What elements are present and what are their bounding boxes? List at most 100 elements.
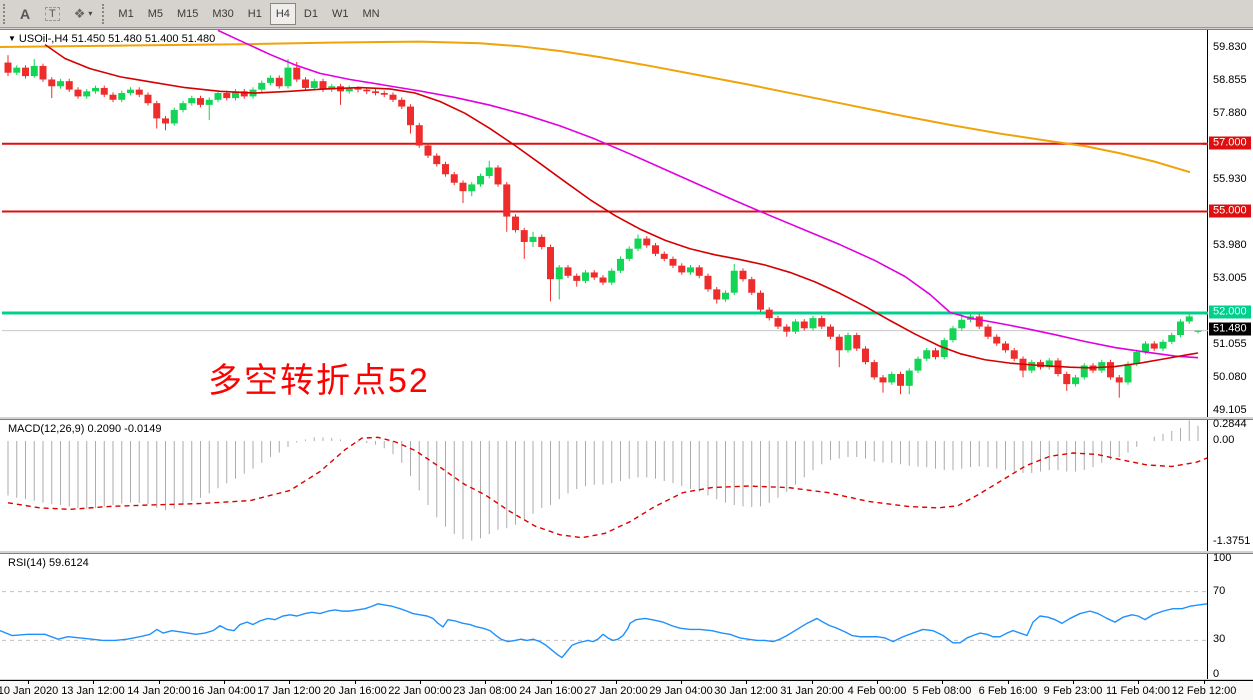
timeframe-button-m5[interactable]: M5 [142,3,169,25]
rsi-pane[interactable]: RSI(14) 59.6124 [0,553,1253,679]
candle-body [748,279,756,293]
candle-body [1063,373,1071,385]
timeframe-button-d1[interactable]: D1 [298,3,324,25]
time-axis-label: 20 Jan 16:00 [323,685,387,697]
candle-body [214,93,222,100]
time-axis-label: 23 Jan 08:00 [453,685,517,697]
candle-body [529,236,537,242]
timeframe-button-w1[interactable]: W1 [326,3,355,25]
time-axis-label: 29 Jan 04:00 [649,685,713,697]
macd-axis-label: -1.3751 [1213,535,1251,547]
candle-body [1159,341,1167,349]
price-axis-label: 53.005 [1213,272,1247,284]
time-axis[interactable]: 10 Jan 2020 13 Jan 12:00 14 Jan 20:00 16 Ja… [0,680,1253,700]
timeframe-button-mn[interactable]: MN [356,3,385,25]
price-axis-label: 57.880 [1213,107,1247,119]
toolbar-grip[interactable] [3,3,8,24]
time-tick [289,681,290,684]
time-axis-label: 4 Feb 00:00 [847,685,907,697]
rsi-axis-label: 30 [1213,633,1226,645]
candle-body [223,93,231,99]
axis-strip [1207,30,1253,417]
timeframe-label: H4 [275,7,290,20]
candle-body [1185,316,1193,322]
rsi-chart[interactable] [0,554,1253,679]
macd-pane[interactable]: MACD(12,26,9) 0.2090 -0.0149 [0,419,1253,551]
candle-body [363,89,371,92]
candle-body [765,309,773,319]
candle-body [975,316,983,327]
candle-body [65,81,73,90]
time-axis-label: 9 Feb 23:00 [1043,685,1103,697]
candle-body [179,103,187,110]
timeframe-button-h1[interactable]: H1 [242,3,268,25]
timeframe-label: H1 [247,7,262,20]
main-chart-pane[interactable]: ▼ USOil-,H4 51.450 51.480 51.400 51.480 多… [0,29,1253,417]
time-tick [355,681,356,684]
macd-axis-label: 0.2844 [1213,418,1247,430]
candle-body [48,79,56,87]
time-tick [616,681,617,684]
time-tick [1073,681,1074,684]
candle-body [722,292,729,300]
candle-body [345,87,353,92]
candle-body [442,164,449,175]
candle-body [538,236,546,248]
candle-body [897,373,904,386]
candle-body [984,326,992,337]
candle-body [197,98,204,105]
time-tick [681,681,682,684]
candlestick-chart[interactable] [0,30,1253,417]
timeframe-button-h4[interactable]: H4 [269,2,296,25]
candle-body [730,270,738,293]
time-tick [1138,681,1139,684]
timeframe-button-m15[interactable]: M15 [171,3,204,25]
candle-body [888,373,896,383]
candle-body [485,167,493,176]
axis-strip [1207,554,1253,679]
candle-body [835,336,843,351]
candle-body [354,87,362,90]
chart-annotation[interactable]: 多空转折点52 [208,362,430,400]
ma-magenta [217,30,1199,359]
text-box-icon: T [45,6,60,21]
price-axis-label: 51.055 [1213,338,1247,350]
arrows-tool-button[interactable]: ❖ ▾ [68,3,99,25]
candle-body [100,87,108,95]
candle-body [660,253,668,259]
time-axis-label: 30 Jan 12:00 [714,685,778,697]
candle-body [573,275,581,281]
candle-body [118,93,126,100]
candle-body [949,328,957,341]
candle-body [1177,321,1184,336]
chart-title-text: USOil-,H4 51.450 51.480 51.400 51.480 [18,33,216,45]
time-tick [485,681,486,684]
text-label-tool-button[interactable]: A [13,3,37,25]
candle-body [92,87,99,92]
candle-body [1133,351,1141,364]
time-axis-label: 31 Jan 20:00 [780,685,844,697]
candle-body [669,258,677,266]
candle-body [1037,362,1044,368]
candle-body [293,67,301,80]
candle-body [958,319,966,329]
time-axis-label: 6 Feb 16:00 [978,685,1038,697]
timeframe-button-m1[interactable]: M1 [112,3,139,25]
time-tick [551,681,552,684]
candle-body [477,175,484,185]
candle-body [617,258,624,271]
time-axis-label: 16 Jan 04:00 [192,685,256,697]
candle-body [1124,363,1132,383]
price-axis-label: 53.980 [1213,239,1247,251]
candle-body [687,267,694,273]
text-box-tool-button[interactable]: T [39,3,66,25]
candle-body [162,118,169,124]
candle-body [844,335,852,351]
candle-body [494,167,502,185]
macd-chart[interactable] [0,420,1253,551]
candle-body [380,93,388,95]
letter-a-icon: A [19,5,31,22]
timeframe-button-m30[interactable]: M30 [206,3,239,25]
axis-strip [1207,420,1253,551]
candle-body [879,377,887,383]
